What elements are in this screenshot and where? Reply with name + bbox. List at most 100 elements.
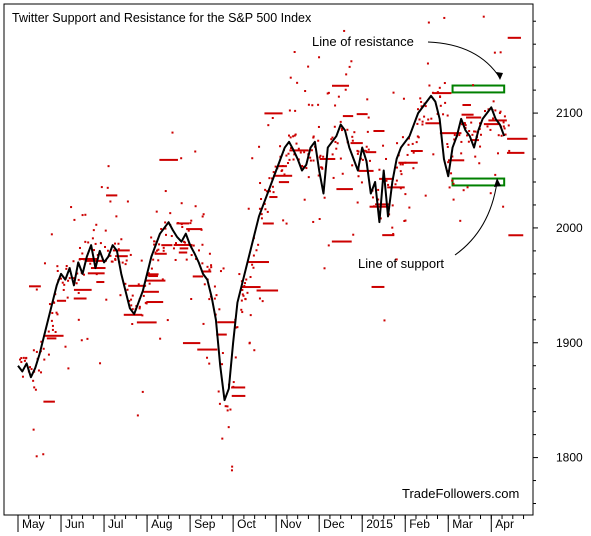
tweet-mark — [294, 109, 297, 112]
tweet-mark — [51, 328, 54, 331]
tweet-mark — [268, 177, 271, 180]
tweet-mark — [44, 334, 64, 337]
tweet-mark — [20, 357, 23, 360]
tweet-mark — [399, 170, 402, 173]
tweet-mark — [307, 65, 310, 68]
tweet-mark — [162, 249, 165, 252]
tweet-mark — [131, 294, 134, 297]
tweet-mark — [157, 259, 160, 262]
tweet-mark — [264, 188, 267, 191]
tweet-mark — [453, 138, 456, 141]
tweet-mark — [186, 228, 203, 231]
tweet-mark — [221, 437, 224, 440]
tweet-mark — [95, 223, 98, 226]
tweet-mark — [264, 112, 283, 115]
tweet-mark — [251, 157, 254, 160]
tweet-mark — [19, 358, 22, 361]
tweet-mark — [208, 268, 211, 271]
tweet-mark — [164, 221, 167, 224]
tweet-mark — [257, 243, 260, 246]
y-tick-label: 2000 — [556, 221, 583, 235]
tweet-mark — [259, 182, 262, 185]
tweet-mark — [272, 171, 275, 174]
tweet-mark — [99, 362, 102, 365]
tweet-mark — [246, 291, 249, 294]
tweet-mark — [109, 254, 112, 257]
tweet-mark — [342, 115, 354, 118]
tweet-mark — [279, 145, 282, 148]
tweet-mark — [164, 227, 167, 230]
tweet-mark — [350, 142, 363, 145]
tweet-mark — [153, 243, 156, 246]
tweet-mark — [416, 135, 419, 138]
tweet-mark — [197, 348, 218, 351]
tweet-mark — [231, 386, 246, 389]
tweet-mark — [356, 201, 359, 204]
tweet-mark — [180, 202, 183, 205]
tweet-mark — [136, 414, 139, 417]
tweet-mark — [309, 159, 312, 162]
tweet-mark — [148, 282, 151, 285]
tweet-mark — [43, 358, 46, 361]
tweet-mark — [351, 164, 354, 167]
tweet-mark — [160, 228, 163, 231]
tweet-mark — [471, 133, 474, 136]
tweet-mark — [420, 100, 423, 103]
tweet-mark — [343, 29, 346, 32]
tweet-mark — [318, 56, 321, 59]
tweet-mark — [466, 116, 482, 119]
tweet-mark — [92, 229, 95, 232]
tweet-mark — [208, 362, 211, 365]
tweet-mark — [95, 273, 98, 276]
tweet-mark — [294, 133, 297, 136]
tweet-mark — [50, 233, 53, 236]
tweet-mark — [443, 82, 446, 85]
tweet-mark — [399, 187, 402, 190]
tweet-mark — [344, 88, 347, 91]
tweet-mark — [208, 298, 211, 301]
tweet-mark — [416, 122, 419, 125]
tweet-mark — [61, 281, 64, 284]
tweet-mark — [213, 297, 216, 300]
tweet-mark — [466, 134, 469, 137]
tweet-mark — [67, 279, 70, 282]
tweet-mark — [50, 319, 53, 322]
tweet-mark — [419, 97, 422, 100]
tweet-mark — [301, 164, 304, 167]
tweet-mark — [365, 150, 368, 153]
tweet-mark — [341, 172, 344, 175]
support-zone-box — [451, 177, 506, 187]
tweet-mark — [64, 345, 67, 348]
tweet-mark — [190, 254, 193, 257]
tweet-mark — [83, 258, 86, 261]
tweet-mark — [508, 234, 524, 237]
tweet-mark — [289, 149, 309, 152]
tweet-mark — [34, 388, 37, 391]
tweet-mark — [368, 159, 371, 162]
tweet-mark — [96, 281, 105, 284]
tweet-mark — [391, 204, 394, 207]
tweet-mark — [234, 356, 237, 359]
tweet-mark — [224, 405, 227, 408]
tweet-mark — [32, 428, 35, 431]
tweet-mark — [489, 192, 492, 195]
tweet-mark — [499, 51, 502, 54]
tweet-mark — [502, 125, 505, 128]
tweet-mark — [106, 194, 118, 197]
tweet-mark — [267, 124, 270, 127]
x-tick-label: Dec — [323, 517, 344, 531]
x-tick-label: Jun — [65, 517, 84, 531]
tweet-mark — [292, 135, 295, 138]
tweet-mark — [375, 203, 390, 206]
tweet-mark — [140, 259, 143, 262]
x-tick-label: Nov — [280, 517, 301, 531]
tweet-mark — [366, 130, 369, 133]
tweet-mark — [253, 349, 256, 352]
tweet-mark — [60, 277, 63, 280]
tweet-mark — [32, 349, 35, 352]
tweet-mark — [235, 326, 238, 329]
tweet-mark — [150, 236, 153, 239]
tweet-mark — [439, 132, 462, 135]
tweet-mark — [176, 222, 190, 225]
tweet-mark — [77, 291, 80, 294]
